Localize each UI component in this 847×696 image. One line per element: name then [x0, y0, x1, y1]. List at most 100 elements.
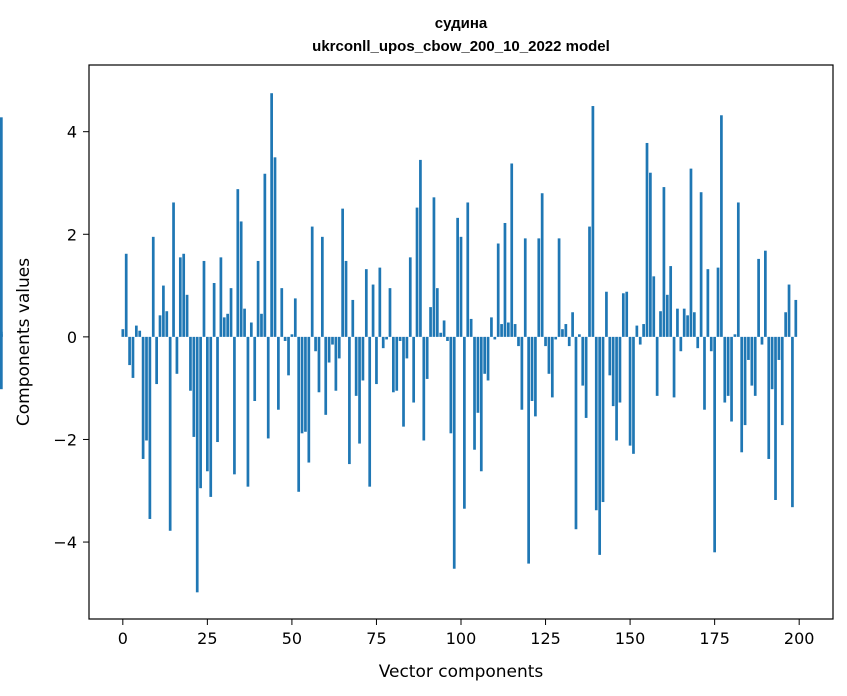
bar-98	[452, 336, 456, 569]
bar-84	[405, 336, 409, 359]
bar-165	[679, 336, 683, 352]
bar-194	[777, 336, 781, 360]
x-tick-label: 150	[615, 629, 646, 648]
x-axis-label: Vector components	[379, 662, 544, 682]
bar-37	[246, 336, 250, 487]
bar-124	[540, 193, 544, 337]
bar-53	[300, 336, 304, 434]
bar-183	[740, 336, 744, 453]
bar-178	[723, 336, 727, 403]
bar-8	[148, 336, 152, 519]
bar-58	[317, 336, 321, 393]
bar-32	[229, 288, 233, 337]
bar-12	[162, 285, 165, 337]
bar-17	[178, 257, 182, 337]
bar-25	[206, 336, 209, 472]
bar-109	[490, 317, 493, 337]
bar-113	[503, 222, 507, 337]
bar-15	[172, 202, 175, 337]
bar-195	[780, 336, 784, 426]
bar-184	[743, 336, 747, 426]
bar-121	[530, 336, 534, 401]
bar-142	[601, 336, 605, 503]
plot-frame	[88, 64, 834, 620]
bar-39	[253, 336, 257, 401]
bar-152	[635, 325, 639, 337]
bar-46	[277, 336, 280, 410]
bar-132	[567, 336, 571, 347]
bar-151	[632, 336, 635, 454]
bar-168	[689, 168, 693, 337]
bar-7	[145, 336, 148, 441]
bar-89	[422, 336, 426, 441]
x-tick-label: 175	[699, 629, 730, 648]
x-tick-label: 75	[366, 629, 386, 648]
bar-99	[456, 217, 459, 337]
y-tick-label: 4	[67, 123, 77, 142]
chart-title: судина	[435, 15, 488, 32]
bar-150	[628, 336, 632, 446]
bar-2	[128, 336, 131, 366]
bar-101	[463, 336, 466, 509]
bar-189	[760, 336, 764, 345]
bar-21	[192, 336, 196, 437]
bar-103	[469, 318, 473, 337]
bar-31	[226, 313, 230, 337]
bar-61	[327, 336, 331, 363]
bar-185	[747, 336, 750, 360]
bar-134	[574, 336, 578, 530]
bar-139	[591, 106, 595, 337]
bar-154	[642, 324, 645, 337]
bar-6	[141, 336, 145, 459]
y-tick-label: 0	[67, 328, 77, 347]
y-tick-label: 2	[67, 225, 77, 244]
bar-149	[625, 291, 629, 337]
bar-162	[669, 266, 673, 337]
bar-164	[676, 308, 679, 337]
bar-192	[770, 336, 774, 390]
bar-80	[392, 336, 395, 393]
bar-47	[280, 288, 284, 337]
bar-199	[794, 299, 798, 337]
bar-10	[155, 336, 158, 385]
bar-51	[293, 298, 297, 337]
bar-62	[331, 336, 334, 345]
bar-182	[736, 202, 740, 337]
bar-171	[699, 192, 703, 337]
bar-197	[787, 284, 791, 337]
y-tick-label: −2	[53, 430, 77, 449]
bar-125	[544, 336, 547, 347]
bar-18	[182, 253, 186, 337]
x-tick-label: 25	[197, 629, 217, 648]
bar-77	[381, 336, 385, 349]
bar-169	[692, 312, 696, 337]
bar-118	[520, 336, 524, 410]
bar-86	[412, 336, 416, 403]
bar-14	[168, 336, 172, 531]
bar-186	[750, 336, 754, 386]
bar-196	[784, 312, 788, 337]
bar-137	[584, 336, 588, 418]
bar-42	[263, 173, 267, 337]
bar-88	[419, 159, 422, 337]
bar-129	[557, 238, 561, 337]
bar-110	[493, 336, 497, 340]
bar-167	[686, 315, 689, 337]
bar-175	[713, 336, 716, 553]
bar-67	[348, 336, 351, 465]
bar-79	[388, 288, 392, 337]
bar-22	[195, 336, 199, 593]
bar-143	[605, 291, 608, 337]
bar-173	[706, 269, 710, 337]
bar-104	[473, 336, 476, 450]
bar-127	[550, 336, 554, 398]
bar-112	[500, 324, 503, 337]
bar-114	[506, 322, 510, 337]
bar-73	[368, 336, 372, 487]
bar-174	[709, 336, 713, 352]
bar-40	[256, 260, 260, 337]
bar-191	[767, 336, 771, 459]
bar-159	[659, 311, 662, 337]
bar-4	[134, 325, 138, 337]
